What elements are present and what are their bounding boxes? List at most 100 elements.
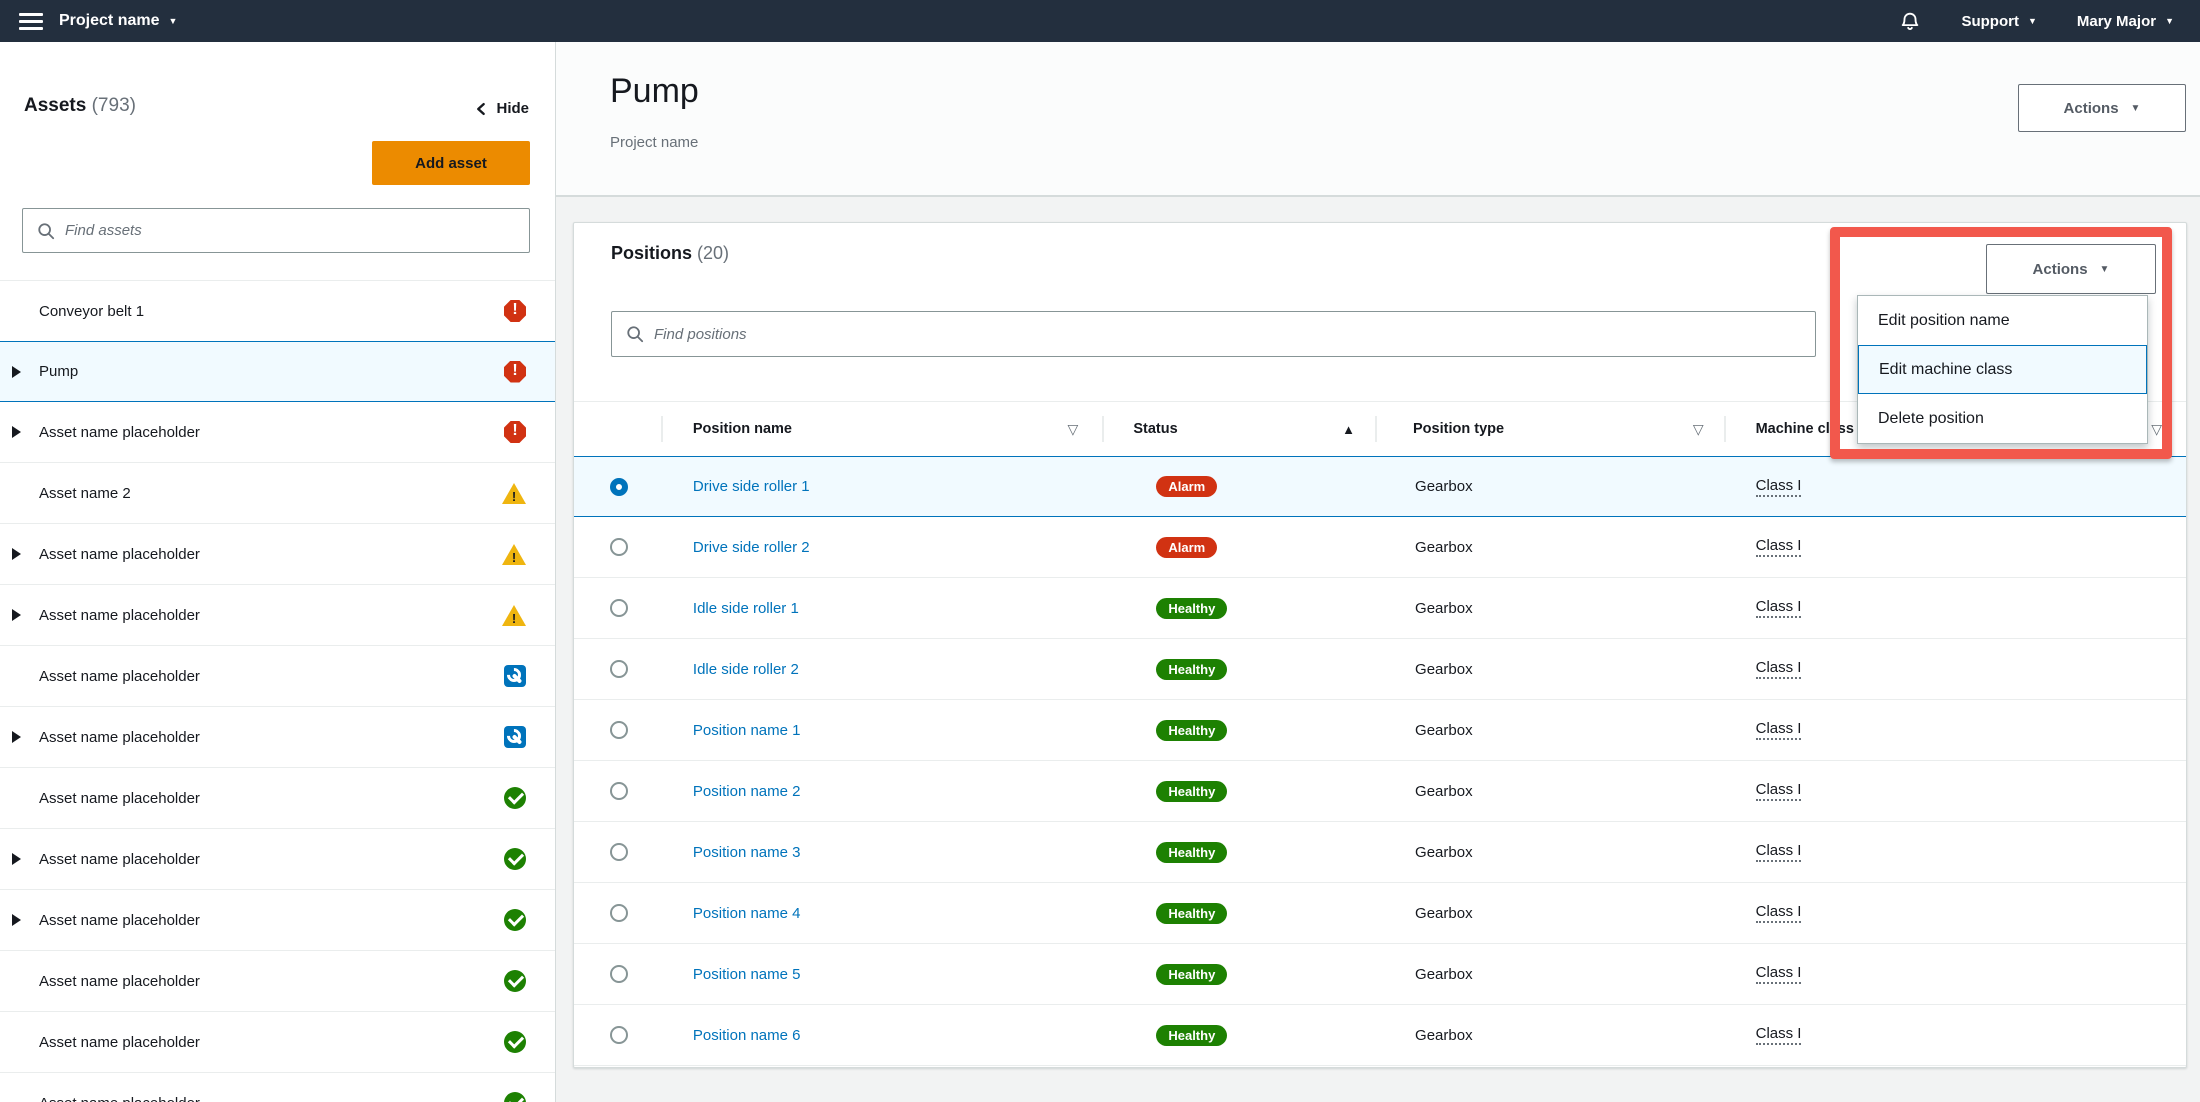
support-menu[interactable]: Support ▼ [1961, 13, 2036, 30]
asset-list-item[interactable]: Asset name placeholder [0, 646, 555, 707]
table-header-row: Position name ▽ Status ▲ Position type [574, 401, 2186, 456]
row-radio-button[interactable] [610, 904, 628, 922]
expand-arrow-icon[interactable] [12, 609, 21, 621]
add-asset-button[interactable]: Add asset [372, 141, 530, 185]
row-radio-button[interactable] [610, 965, 628, 983]
row-radio-button[interactable] [610, 538, 628, 556]
position-type-value: Gearbox [1415, 538, 1473, 556]
column-header[interactable]: Status ▲ [1102, 402, 1375, 456]
menu-item[interactable]: Edit position name [1858, 296, 2147, 345]
asset-name-label: Asset name placeholder [39, 728, 200, 746]
machine-class-link[interactable]: Class I [1755, 903, 1802, 923]
asset-list-item[interactable]: Asset name placeholder [0, 1073, 555, 1102]
status-badge: Alarm [1156, 476, 1218, 497]
row-radio-button[interactable] [610, 477, 628, 496]
position-table-row[interactable]: Position name 3 Healthy Gearbox Class I [574, 822, 2186, 883]
row-radio-button[interactable] [610, 721, 628, 739]
machine-class-link[interactable]: Class I [1755, 659, 1802, 679]
position-name-link[interactable]: Position name 4 [692, 904, 801, 922]
position-table-row[interactable]: Position name 5 Healthy Gearbox Class I [574, 944, 2186, 1005]
sort-icon[interactable]: ▲ [1342, 421, 1356, 437]
position-type-value: Gearbox [1415, 782, 1473, 800]
expand-arrow-icon[interactable] [12, 426, 21, 438]
expand-arrow-icon[interactable] [12, 548, 21, 560]
asset-list-item[interactable]: Asset name placeholder [0, 1012, 555, 1073]
asset-list-item[interactable]: Pump [0, 341, 555, 402]
asset-list-item[interactable]: Asset name placeholder [0, 951, 555, 1012]
position-name-link[interactable]: Position name 5 [692, 965, 801, 983]
machine-class-link[interactable]: Class I [1755, 781, 1802, 801]
expand-arrow-icon[interactable] [12, 731, 21, 743]
notifications-bell-icon[interactable] [1899, 10, 1921, 32]
expand-arrow-icon[interactable] [12, 365, 21, 378]
machine-class-link[interactable]: Class I [1755, 477, 1802, 497]
row-radio-button[interactable] [610, 843, 628, 861]
row-radio-button[interactable] [610, 599, 628, 617]
menu-item[interactable]: Edit machine class [1858, 345, 2147, 394]
sort-icon[interactable]: ▽ [2151, 420, 2163, 437]
position-name-link[interactable]: Idle side roller 2 [692, 660, 799, 678]
asset-list-item[interactable]: Conveyor belt 1 [0, 281, 555, 342]
position-table-row[interactable]: Position name 1 Healthy Gearbox Class I [574, 700, 2186, 761]
position-name-link[interactable]: Drive side roller 1 [692, 478, 810, 495]
asset-list-item[interactable]: Asset name 2 [0, 463, 555, 524]
position-table-row[interactable]: Position name 6 Healthy Gearbox Class I [574, 1005, 2186, 1066]
chevron-left-icon [477, 102, 486, 115]
status-badge: Healthy [1156, 780, 1228, 802]
find-assets-input[interactable] [65, 222, 529, 239]
machine-class-link[interactable]: Class I [1755, 964, 1802, 984]
asset-list-item[interactable]: Asset name placeholder [0, 829, 555, 890]
positions-actions-button[interactable]: Actions ▼ [1986, 244, 2156, 294]
position-type-value: Gearbox [1415, 904, 1473, 922]
page-actions-button[interactable]: Actions ▼ [2018, 84, 2186, 132]
asset-status-icon [504, 909, 526, 931]
position-table-row[interactable]: Position name 2 Healthy Gearbox Class I [574, 761, 2186, 822]
sort-icon[interactable]: ▽ [1692, 420, 1704, 437]
sort-icon[interactable]: ▽ [1067, 420, 1079, 437]
expand-arrow-icon[interactable] [12, 853, 21, 865]
asset-list-item[interactable]: Asset name placeholder [0, 707, 555, 768]
position-table-row[interactable]: Idle side roller 2 Healthy Gearbox Class… [574, 639, 2186, 700]
asset-list-item[interactable]: Asset name placeholder [0, 524, 555, 585]
column-header[interactable]: Position type ▽ [1375, 402, 1724, 456]
position-name-link[interactable]: Position name 1 [692, 721, 801, 739]
asset-list-item[interactable]: Asset name placeholder [0, 768, 555, 829]
machine-class-link[interactable]: Class I [1755, 537, 1802, 557]
hide-sidebar-button[interactable]: Hide [475, 100, 529, 117]
row-radio-button[interactable] [610, 782, 628, 800]
user-menu[interactable]: Mary Major ▼ [2077, 13, 2174, 30]
position-name-link[interactable]: Idle side roller 1 [692, 599, 799, 617]
asset-status-icon [504, 1031, 526, 1053]
machine-class-link[interactable]: Class I [1755, 1025, 1802, 1045]
status-badge: Healthy [1156, 902, 1228, 924]
machine-class-link[interactable]: Class I [1755, 720, 1802, 740]
column-header[interactable]: Machine class ▽ [1723, 402, 2186, 456]
position-name-link[interactable]: Position name 3 [692, 843, 801, 861]
position-table-row[interactable]: Drive side roller 2 Alarm Gearbox Class … [574, 517, 2186, 578]
position-name-link[interactable]: Position name 6 [692, 1026, 801, 1044]
asset-name-label: Asset name placeholder [39, 911, 200, 929]
position-type-value: Gearbox [1415, 843, 1473, 861]
machine-class-link[interactable]: Class I [1755, 598, 1802, 618]
menu-item[interactable]: Delete position [1858, 394, 2147, 443]
row-radio-button[interactable] [610, 1026, 628, 1044]
user-name-label: Mary Major [2076, 12, 2157, 30]
position-table-row[interactable]: Idle side roller 1 Healthy Gearbox Class… [574, 578, 2186, 639]
asset-list-item[interactable]: Asset name placeholder [0, 890, 555, 951]
machine-class-link[interactable]: Class I [1755, 842, 1802, 862]
project-name-menu[interactable]: Project name ▼ [59, 12, 177, 30]
position-name-link[interactable]: Drive side roller 2 [692, 538, 810, 556]
row-radio-button[interactable] [610, 660, 628, 678]
expand-arrow-icon[interactable] [12, 914, 21, 926]
asset-list-item[interactable]: Asset name placeholder [0, 585, 555, 646]
position-type-value: Gearbox [1415, 660, 1473, 678]
project-name-label: Project name [59, 12, 160, 29]
position-table-row[interactable]: Drive side roller 1 Alarm Gearbox Class … [574, 456, 2186, 517]
position-table-row[interactable]: Position name 4 Healthy Gearbox Class I [574, 883, 2186, 944]
asset-list-item[interactable]: Asset name placeholder [0, 402, 555, 463]
find-positions-input[interactable] [654, 325, 1815, 343]
column-header[interactable]: Position name ▽ [660, 402, 1102, 456]
hamburger-menu-icon[interactable] [19, 12, 43, 30]
asset-status-icon [504, 970, 526, 992]
position-name-link[interactable]: Position name 2 [692, 782, 801, 800]
